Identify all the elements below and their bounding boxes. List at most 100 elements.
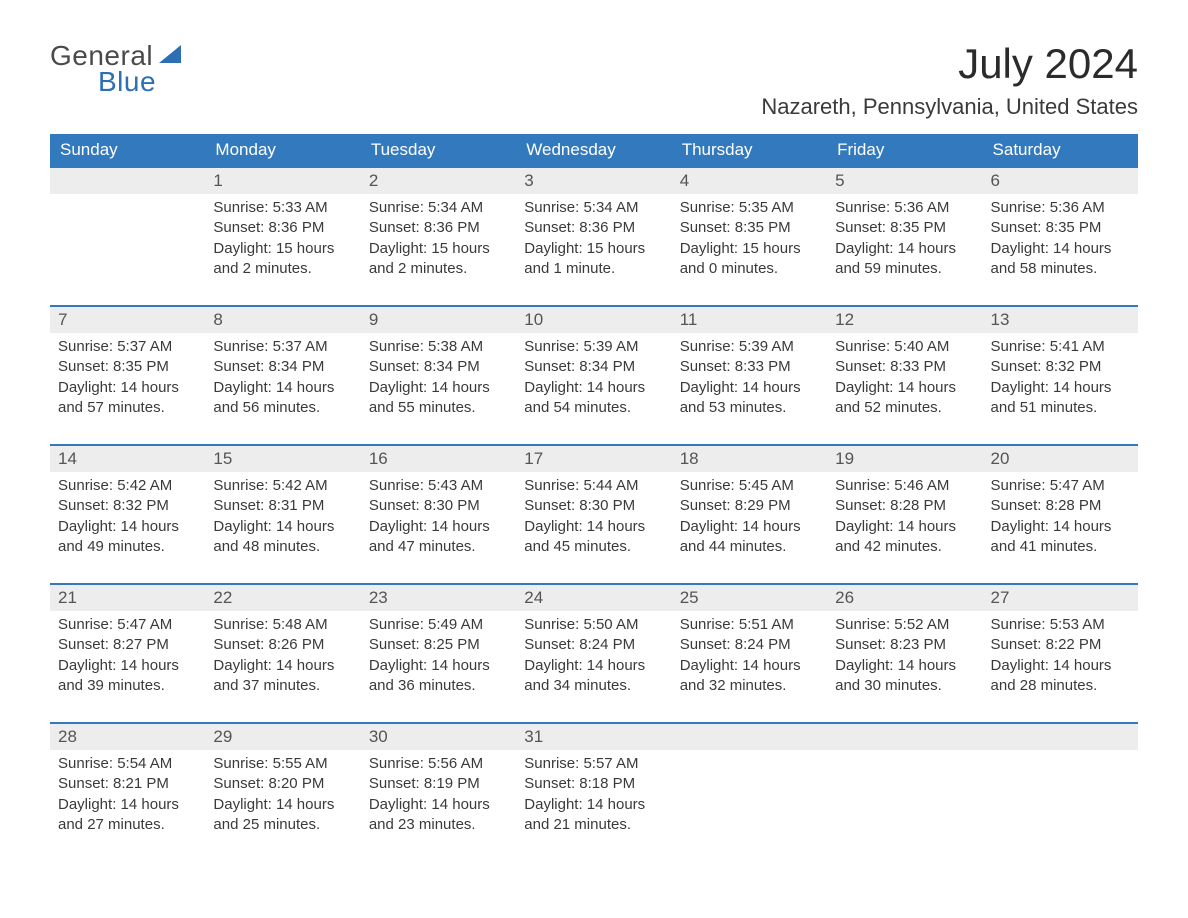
day-cell: Sunrise: 5:51 AMSunset: 8:24 PMDaylight:… [672,611,827,706]
day-number: 29 [205,724,360,750]
sunset-text: Sunset: 8:34 PM [369,357,508,377]
weekday-thursday: Thursday [672,134,827,166]
weekday-friday: Friday [827,134,982,166]
daylight-text: Daylight: 15 hours and 2 minutes. [213,239,352,280]
calendar: Sunday Monday Tuesday Wednesday Thursday… [50,134,1138,845]
sail-icon [157,43,185,70]
day-cell [827,750,982,845]
sunset-text: Sunset: 8:27 PM [58,635,197,655]
day-number: 20 [983,446,1138,472]
daybody-strip: Sunrise: 5:47 AMSunset: 8:27 PMDaylight:… [50,611,1138,706]
day-cell: Sunrise: 5:37 AMSunset: 8:35 PMDaylight:… [50,333,205,428]
day-cell [50,194,205,289]
sunrise-text: Sunrise: 5:44 AM [524,476,663,496]
day-cell: Sunrise: 5:45 AMSunset: 8:29 PMDaylight:… [672,472,827,567]
day-cell: Sunrise: 5:36 AMSunset: 8:35 PMDaylight:… [827,194,982,289]
day-number: 27 [983,585,1138,611]
week-row: 21222324252627Sunrise: 5:47 AMSunset: 8:… [50,583,1138,706]
daylight-text: Daylight: 14 hours and 30 minutes. [835,656,974,697]
daylight-text: Daylight: 15 hours and 2 minutes. [369,239,508,280]
daylight-text: Daylight: 14 hours and 39 minutes. [58,656,197,697]
sunrise-text: Sunrise: 5:53 AM [991,615,1130,635]
day-number: 16 [361,446,516,472]
sunset-text: Sunset: 8:28 PM [835,496,974,516]
day-number: 3 [516,168,671,194]
daylight-text: Daylight: 14 hours and 27 minutes. [58,795,197,836]
week-row: 123456Sunrise: 5:33 AMSunset: 8:36 PMDay… [50,166,1138,289]
daylight-text: Daylight: 14 hours and 58 minutes. [991,239,1130,280]
sunrise-text: Sunrise: 5:40 AM [835,337,974,357]
daynum-strip: 28293031 [50,724,1138,750]
sunset-text: Sunset: 8:23 PM [835,635,974,655]
day-cell: Sunrise: 5:54 AMSunset: 8:21 PMDaylight:… [50,750,205,845]
daylight-text: Daylight: 14 hours and 48 minutes. [213,517,352,558]
sunrise-text: Sunrise: 5:56 AM [369,754,508,774]
day-number: 11 [672,307,827,333]
sunrise-text: Sunrise: 5:52 AM [835,615,974,635]
day-number: 10 [516,307,671,333]
sunrise-text: Sunrise: 5:34 AM [524,198,663,218]
day-number: 7 [50,307,205,333]
day-number: 8 [205,307,360,333]
sunset-text: Sunset: 8:33 PM [680,357,819,377]
daylight-text: Daylight: 14 hours and 44 minutes. [680,517,819,558]
sunset-text: Sunset: 8:29 PM [680,496,819,516]
day-number: 14 [50,446,205,472]
day-cell: Sunrise: 5:39 AMSunset: 8:33 PMDaylight:… [672,333,827,428]
month-title: July 2024 [761,40,1138,88]
daybody-strip: Sunrise: 5:54 AMSunset: 8:21 PMDaylight:… [50,750,1138,845]
daylight-text: Daylight: 14 hours and 59 minutes. [835,239,974,280]
daylight-text: Daylight: 14 hours and 36 minutes. [369,656,508,697]
day-number: 15 [205,446,360,472]
sunrise-text: Sunrise: 5:48 AM [213,615,352,635]
day-number: 23 [361,585,516,611]
daylight-text: Daylight: 14 hours and 51 minutes. [991,378,1130,419]
sunset-text: Sunset: 8:35 PM [58,357,197,377]
day-cell: Sunrise: 5:47 AMSunset: 8:27 PMDaylight:… [50,611,205,706]
sunset-text: Sunset: 8:30 PM [524,496,663,516]
day-number [983,724,1138,750]
weekday-monday: Monday [205,134,360,166]
sunset-text: Sunset: 8:31 PM [213,496,352,516]
daylight-text: Daylight: 14 hours and 42 minutes. [835,517,974,558]
day-cell: Sunrise: 5:35 AMSunset: 8:35 PMDaylight:… [672,194,827,289]
sunrise-text: Sunrise: 5:55 AM [213,754,352,774]
sunrise-text: Sunrise: 5:41 AM [991,337,1130,357]
sunrise-text: Sunrise: 5:47 AM [58,615,197,635]
sunrise-text: Sunrise: 5:36 AM [991,198,1130,218]
day-cell: Sunrise: 5:39 AMSunset: 8:34 PMDaylight:… [516,333,671,428]
sunrise-text: Sunrise: 5:43 AM [369,476,508,496]
week-row: 14151617181920Sunrise: 5:42 AMSunset: 8:… [50,444,1138,567]
sunrise-text: Sunrise: 5:39 AM [680,337,819,357]
day-cell: Sunrise: 5:52 AMSunset: 8:23 PMDaylight:… [827,611,982,706]
sunset-text: Sunset: 8:21 PM [58,774,197,794]
daylight-text: Daylight: 14 hours and 49 minutes. [58,517,197,558]
day-cell [672,750,827,845]
weekday-sunday: Sunday [50,134,205,166]
daylight-text: Daylight: 14 hours and 54 minutes. [524,378,663,419]
day-number: 30 [361,724,516,750]
daylight-text: Daylight: 14 hours and 28 minutes. [991,656,1130,697]
sunrise-text: Sunrise: 5:34 AM [369,198,508,218]
sunrise-text: Sunrise: 5:47 AM [991,476,1130,496]
daylight-text: Daylight: 14 hours and 32 minutes. [680,656,819,697]
daybody-strip: Sunrise: 5:37 AM Sunset: 8:35 PM Daylight:… [50,333,1138,428]
daylight-text: Daylight: 14 hours and 37 minutes. [213,656,352,697]
sunrise-text: Sunrise: 5:49 AM [369,615,508,635]
daylight-text: Daylight: 14 hours and 55 minutes. [369,378,508,419]
day-cell: Sunrise: 5:47 AMSunset: 8:28 PMDaylight:… [983,472,1138,567]
daylight-text: Daylight: 14 hours and 23 minutes. [369,795,508,836]
day-cell: Sunrise: 5:37 AMSunset: 8:34 PMDaylight:… [205,333,360,428]
sunset-text: Sunset: 8:32 PM [58,496,197,516]
sunset-text: Sunset: 8:36 PM [369,218,508,238]
daylight-text: Daylight: 14 hours and 21 minutes. [524,795,663,836]
day-number: 24 [516,585,671,611]
sunrise-text: Sunrise: 5:42 AM [58,476,197,496]
logo-word-blue: Blue [98,66,156,98]
page-header: General Blue July 2024 Nazareth, Pennsyl… [50,40,1138,120]
day-cell [983,750,1138,845]
sunrise-text: Sunrise: 5:37 AM [213,337,352,357]
daylight-text: Daylight: 14 hours and 34 minutes. [524,656,663,697]
sunset-text: Sunset: 8:22 PM [991,635,1130,655]
daylight-text: Daylight: 15 hours and 1 minute. [524,239,663,280]
